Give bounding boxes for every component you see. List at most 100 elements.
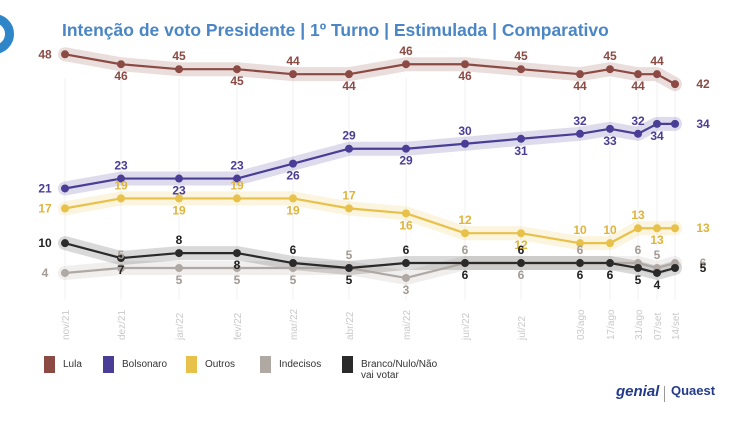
data-label-branco: 6 <box>577 268 584 282</box>
data-label-outros: 12 <box>458 213 472 227</box>
point-outros <box>61 204 69 213</box>
data-label-indecisos: 5 <box>346 248 353 262</box>
data-label-indecisos: 6 <box>635 243 642 257</box>
point-bolsonaro <box>606 124 614 133</box>
data-label-branco: 10 <box>38 236 52 250</box>
data-label-lula: 44 <box>573 79 587 93</box>
data-label-outros: 16 <box>399 218 413 232</box>
data-label-branco: 5 <box>346 273 353 287</box>
x-tick-label: 31/ago <box>634 309 645 340</box>
legend-label: Bolsonaro <box>122 359 168 370</box>
data-label-indecisos: 6 <box>577 243 584 257</box>
data-label-bolsonaro: 32 <box>631 114 645 128</box>
point-bolsonaro <box>653 119 661 128</box>
point-lula <box>289 70 297 79</box>
legend-item-indecisos: Indecisos <box>260 356 321 373</box>
genial-logo: genial <box>616 383 660 400</box>
point-lula <box>345 70 353 79</box>
point-indecisos <box>402 273 410 282</box>
data-label-branco: 6 <box>403 243 410 257</box>
point-branco <box>61 239 69 248</box>
point-lula <box>402 60 410 69</box>
data-label-indecisos: 6 <box>462 243 469 257</box>
point-outros <box>289 194 297 203</box>
point-bolsonaro <box>233 174 241 183</box>
data-label-bolsonaro: 21 <box>38 181 52 195</box>
point-outros <box>576 239 584 248</box>
point-lula <box>671 80 679 89</box>
point-branco <box>576 259 584 268</box>
x-tick-label: 17/ago <box>606 309 617 340</box>
data-label-lula: 45 <box>514 49 528 63</box>
data-label-lula: 46 <box>114 69 128 83</box>
data-label-bolsonaro: 29 <box>342 129 356 143</box>
data-label-outros: 12 <box>514 238 528 252</box>
data-label-indecisos: 6 <box>518 268 525 282</box>
data-label-lula: 48 <box>38 47 52 61</box>
data-label-lula: 45 <box>172 49 186 63</box>
legend-item-branco: Branco/Nulo/Não vai votar <box>342 356 437 381</box>
point-bolsonaro <box>517 134 525 143</box>
point-outros <box>634 224 642 233</box>
point-bolsonaro <box>289 159 297 168</box>
data-label-branco: 5 <box>635 273 642 287</box>
point-indecisos <box>61 268 69 277</box>
legend-item-bolsonaro: Bolsonaro <box>103 356 167 373</box>
x-tick-label: 03/ago <box>576 309 587 340</box>
point-lula <box>117 60 125 69</box>
point-outros <box>117 194 125 203</box>
series-points <box>61 50 679 282</box>
point-lula <box>175 65 183 74</box>
point-branco <box>517 259 525 268</box>
point-lula <box>517 65 525 74</box>
data-label-lula: 44 <box>631 79 645 93</box>
data-label-lula: 46 <box>399 44 413 58</box>
data-label-bolsonaro: 31 <box>514 144 528 158</box>
data-label-outros: 19 <box>172 203 186 217</box>
data-label-outros: 13 <box>650 233 664 247</box>
data-label-outros: 17 <box>342 188 356 202</box>
data-label-lula: 44 <box>342 79 356 93</box>
x-tick-label: nov/21 <box>61 310 72 340</box>
x-tick-label: 14/set <box>671 313 682 340</box>
point-branco <box>117 254 125 263</box>
point-outros <box>671 224 679 233</box>
point-branco <box>345 264 353 272</box>
point-branco <box>671 264 679 272</box>
legend-label: Indecisos <box>279 359 322 370</box>
data-label-branco: 8 <box>176 233 183 247</box>
data-label-indecisos: 5 <box>234 273 241 287</box>
legend-swatch-branco <box>342 356 353 373</box>
point-bolsonaro <box>175 174 183 183</box>
point-lula <box>634 70 642 79</box>
x-tick-label: jul/22 <box>517 316 528 341</box>
data-label-bolsonaro: 29 <box>399 154 413 168</box>
point-branco <box>606 259 614 268</box>
point-bolsonaro <box>671 119 679 128</box>
data-label-outros: 17 <box>38 201 52 215</box>
chart-title: Intenção de voto Presidente | 1º Turno |… <box>62 20 609 40</box>
point-lula <box>653 70 661 79</box>
legend-label: Outros <box>205 359 236 370</box>
quaest-logo: Quaest <box>671 383 716 398</box>
logo-divider <box>664 386 665 402</box>
data-label-bolsonaro: 34 <box>696 117 710 131</box>
point-bolsonaro <box>402 144 410 153</box>
data-label-indecisos: 4 <box>42 266 49 280</box>
x-tick-label: jun/22 <box>461 312 472 341</box>
data-label-branco: 6 <box>290 243 297 257</box>
data-label-outros: 19 <box>114 178 128 192</box>
data-label-outros: 10 <box>573 223 587 237</box>
line-outros <box>64 197 675 245</box>
data-label-outros: 19 <box>286 203 300 217</box>
point-indecisos <box>117 264 125 272</box>
point-outros <box>517 229 525 238</box>
data-label-indecisos: 6 <box>607 268 614 282</box>
data-label-lula: 42 <box>696 77 710 91</box>
point-bolsonaro <box>461 139 469 148</box>
data-label-bolsonaro: 34 <box>650 129 664 143</box>
point-outros <box>606 239 614 248</box>
point-bolsonaro <box>61 184 69 193</box>
data-label-branco: 6 <box>607 268 614 282</box>
line-branco <box>64 242 676 275</box>
